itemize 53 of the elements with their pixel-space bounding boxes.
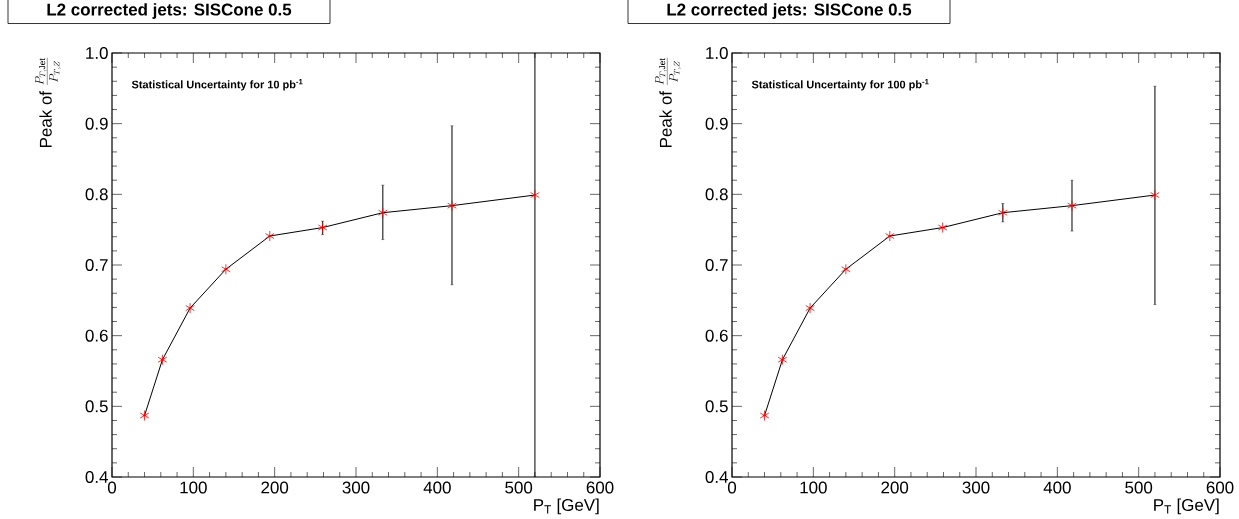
x-tick-label: 600 [586, 481, 614, 494]
x-tick-label: 400 [423, 481, 451, 494]
point [1067, 200, 1077, 212]
y-tick-label: 0.7 [705, 259, 728, 271]
annotation: Statistical Uncertainty for 10 pb$^{-1}$ [131, 79, 303, 91]
x-tick-label: 600 [1206, 481, 1234, 494]
point [998, 207, 1008, 219]
y-tick-label: 1.0 [706, 47, 728, 59]
x-tick-label: 500 [505, 481, 533, 494]
point [805, 302, 815, 314]
x-axis-title: P$_{T}$ [GeV] [1154, 498, 1219, 515]
y-tick-label: 0.9 [85, 117, 108, 130]
point [185, 302, 195, 314]
y-tick-label: 0.4 [705, 471, 728, 483]
y-tick-label: 0.8 [705, 188, 728, 201]
y-tick-label: 0.9 [705, 117, 728, 130]
x-tick-label: 100 [800, 481, 827, 494]
y-tick-label: 0.5 [85, 400, 108, 413]
x-axis-title: P$_{T}$ [GeV] [534, 498, 599, 515]
y-tick-label: 0.7 [85, 259, 108, 271]
y-tick-label: 0.8 [85, 188, 108, 201]
y-tick-label: 0.5 [705, 400, 728, 413]
annotation: Statistical Uncertainty for 100 pb$^{-1}$ [751, 79, 929, 91]
x-tick-label: 200 [261, 481, 289, 494]
x-tick-label: 500 [1125, 481, 1153, 494]
y-axis-title: $\mathrm{Peak\ of}\ \frac{P_{T,\mathrm{Jet}}}{P_{T,Z}}$ [655, 57, 681, 147]
point [157, 354, 168, 366]
point [530, 189, 540, 201]
point [759, 410, 770, 421]
point [1150, 189, 1160, 201]
x-tick-label: 100 [180, 481, 207, 494]
point [221, 263, 231, 275]
x-tick-label: 400 [1043, 481, 1071, 494]
y-tick-label: 0.6 [705, 329, 728, 342]
x-tick-label: 300 [342, 481, 370, 494]
y-tick-label: 0.6 [85, 329, 108, 342]
point [139, 410, 150, 421]
chart-title: L2 corrected jets: SISCone 0.5 [667, 3, 912, 19]
x-tick-label: 300 [962, 481, 990, 494]
point [447, 200, 457, 212]
point [378, 207, 388, 219]
y-axis-title: $\mathrm{Peak\ of}\ \frac{P_{T,\mathrm{Jet}}}{P_{T,Z}}$ [35, 57, 61, 147]
x-tick-label: 200 [881, 481, 909, 494]
chart-title: L2 corrected jets: SISCone 0.5 [47, 3, 292, 19]
point [885, 230, 895, 242]
point [265, 230, 275, 242]
y-tick-label: 1.0 [86, 47, 108, 59]
point [777, 354, 788, 366]
point [841, 263, 851, 275]
y-tick-label: 0.4 [85, 471, 108, 483]
x-tick-label: 0 [727, 481, 737, 494]
x-tick-label: 0 [107, 481, 117, 494]
point [937, 222, 948, 233]
